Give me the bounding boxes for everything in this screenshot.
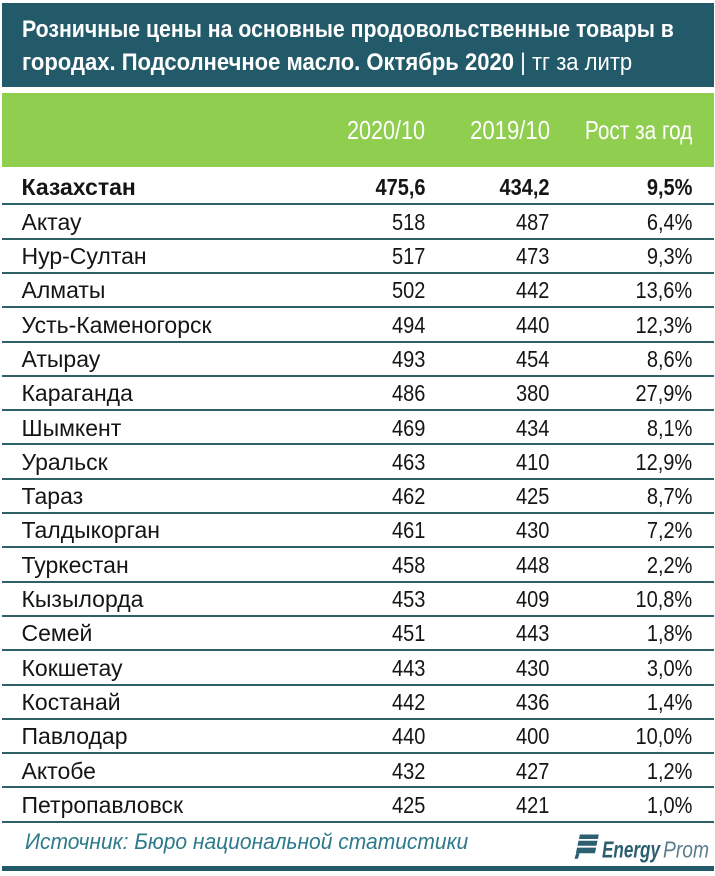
svg-text:Energy: Energy [602, 837, 661, 863]
svg-text:Prom: Prom [663, 837, 709, 863]
